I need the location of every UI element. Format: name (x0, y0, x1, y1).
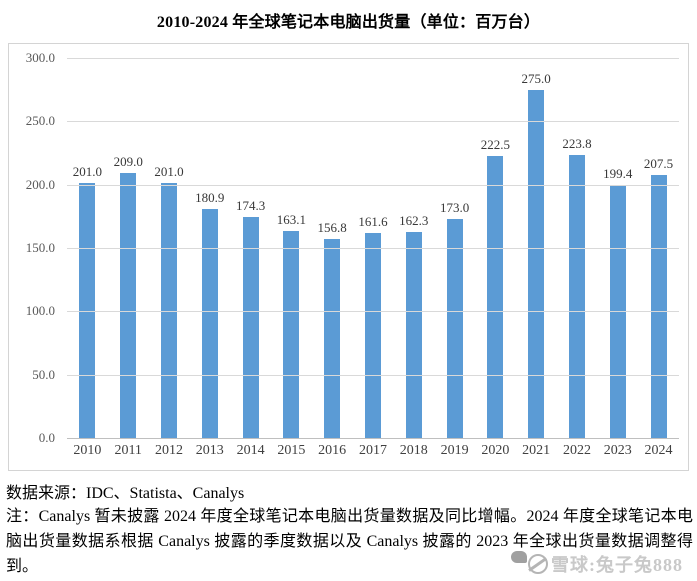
x-tick-label: 2018 (399, 443, 428, 458)
x-tick-label: 2020 (481, 443, 510, 458)
bar-value-label: 201.0 (72, 164, 103, 180)
bar-value-label: 161.6 (358, 214, 388, 230)
bar-2018 (405, 232, 422, 438)
x-tick-label: 2014 (236, 443, 265, 458)
x-tick-label: 2022 (562, 443, 591, 458)
x-tick-label: 2016 (318, 443, 347, 458)
y-tick-label: 0.0 (38, 430, 55, 445)
x-tick-label: 2012 (154, 443, 183, 458)
bar-value-label: 180.9 (195, 189, 225, 205)
bar-value-label: 207.5 (643, 156, 674, 172)
gridline (67, 121, 679, 123)
y-tick-label: 300.0 (25, 50, 55, 65)
plot-area: 201.0 209.0 201.0 180.9 174.3 163.1 156.8 161.6… (67, 58, 679, 439)
bar-2010 (79, 183, 96, 438)
bar-column-2013: 180.9 (189, 58, 230, 438)
bar-2011 (120, 173, 137, 438)
bar-2014 (242, 217, 259, 438)
bar-column-2021: 275.0 (516, 58, 557, 438)
y-tick-label: 50.0 (32, 366, 55, 382)
bars-container: 201.0 209.0 201.0 180.9 174.3 163.1 156.8 161.6… (67, 58, 679, 438)
bar-value-label: 201.0 (154, 164, 184, 180)
gridline (67, 374, 679, 376)
bar-2016 (324, 239, 341, 438)
y-tick-label: 150.0 (25, 240, 55, 255)
y-tick-label: 200.0 (25, 176, 55, 192)
x-tick-label: 2024 (644, 443, 673, 458)
x-tick-label: 2015 (277, 443, 306, 458)
bar-2012 (160, 183, 177, 438)
x-tick-label: 2010 (73, 443, 102, 458)
gridline (67, 311, 679, 313)
bar-value-label: 163.1 (276, 212, 306, 228)
bar-column-2024: 207.5 (638, 58, 679, 438)
x-tick-label: 2023 (603, 443, 632, 458)
gridline (67, 58, 679, 59)
bar-value-label: 174.3 (235, 198, 266, 214)
gridline (67, 184, 679, 186)
bar-column-2010: 201.0 (67, 58, 108, 438)
bar-column-2022: 223.8 (557, 58, 598, 438)
bar-value-label: 173.0 (439, 199, 470, 215)
chart-title: 2010-2024 年全球笔记本电脑出货量（单位：百万台） (156, 14, 541, 31)
bar-value-label: 162.3 (399, 213, 429, 229)
bar-value-label: 156.8 (317, 220, 347, 236)
bar-column-2014: 174.3 (230, 58, 271, 438)
x-tick-label: 2021 (522, 443, 551, 458)
bar-value-label: 199.4 (603, 166, 633, 182)
bar-column-2016: 156.8 (312, 58, 353, 438)
bar-2020 (487, 156, 504, 438)
bar-2021 (528, 89, 545, 438)
bar-2017 (364, 233, 381, 438)
chart-frame: 300.0 250.0 200.0 150.0 100.0 50.0 0.0 201.0 20… (8, 43, 689, 471)
bar-value-label: 223.8 (562, 135, 592, 151)
bar-value-label: 209.0 (113, 154, 143, 170)
bar-column-2020: 222.5 (475, 58, 516, 438)
y-axis: 300.0 250.0 200.0 150.0 100.0 50.0 0.0 (9, 50, 61, 445)
bar-column-2017: 161.6 (353, 58, 394, 438)
note-text: 注：Canalys 暂未披露 2024 年度全球笔记本电脑出货量数据及同比增幅。… (6, 508, 693, 575)
x-axis: 2010 2011 2012 2013 2014 2015 2016 2017 2018 2019… (67, 443, 679, 465)
bar-value-label: 222.5 (480, 137, 510, 153)
data-source-text: 数据来源：IDC、Statista、Canalys (6, 485, 245, 502)
y-tick-label: 250.0 (25, 113, 55, 129)
bar-2019 (446, 218, 463, 438)
x-tick-label: 2011 (114, 443, 142, 458)
bar-2024 (650, 175, 667, 438)
bar-value-label: 275.0 (521, 70, 551, 86)
bar-column-2018: 162.3 (393, 58, 434, 438)
gridline (67, 248, 679, 249)
gridline (67, 438, 679, 439)
bar-2022 (568, 154, 585, 438)
bar-column-2011: 209.0 (108, 58, 149, 438)
x-tick-label: 2013 (195, 443, 224, 458)
x-tick-label: 2019 (440, 443, 469, 458)
bar-column-2012: 201.0 (149, 58, 190, 438)
x-tick-label: 2017 (358, 443, 387, 458)
bar-column-2015: 163.1 (271, 58, 312, 438)
bar-2013 (201, 208, 218, 438)
bar-2015 (283, 231, 300, 438)
bar-column-2019: 173.0 (434, 58, 475, 438)
y-tick-label: 100.0 (25, 303, 55, 319)
